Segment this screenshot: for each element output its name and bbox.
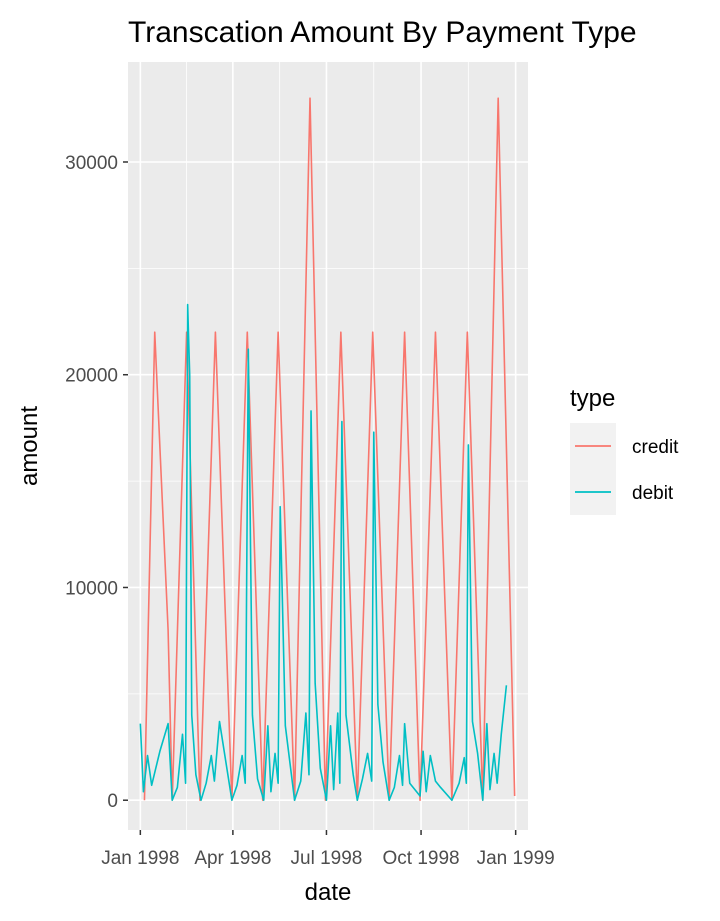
legend-title: type (570, 385, 615, 412)
y-tick-label: 10000 (65, 578, 118, 599)
chart-title: Transcation Amount By Payment Type (128, 16, 637, 49)
x-axis: Jan 1998 Apr 1998 Jul 1998 Oct 1998 Jan 1999 (101, 830, 555, 869)
y-tick-label: 20000 (65, 366, 118, 387)
x-tick-label: Jul 1998 (291, 848, 363, 869)
series-layer (139, 97, 516, 802)
x-axis-title: date (305, 879, 352, 906)
x-tick-label: Jan 1998 (101, 848, 179, 869)
y-tick-label: 30000 (65, 153, 118, 174)
y-axis-title: amount (16, 406, 43, 486)
y-tick-label: 0 (107, 791, 118, 812)
series-line-credit (143, 97, 516, 802)
x-tick-label: Oct 1998 (383, 848, 460, 869)
series-line-debit (139, 303, 508, 802)
y-axis: 0 10000 20000 30000 (65, 153, 128, 812)
legend-label-credit: credit (632, 437, 679, 458)
x-tick-label: Apr 1998 (194, 848, 271, 869)
legend-label-debit: debit (632, 483, 674, 504)
x-tick-label: Jan 1999 (477, 848, 555, 869)
legend: type credit debit (570, 385, 679, 515)
